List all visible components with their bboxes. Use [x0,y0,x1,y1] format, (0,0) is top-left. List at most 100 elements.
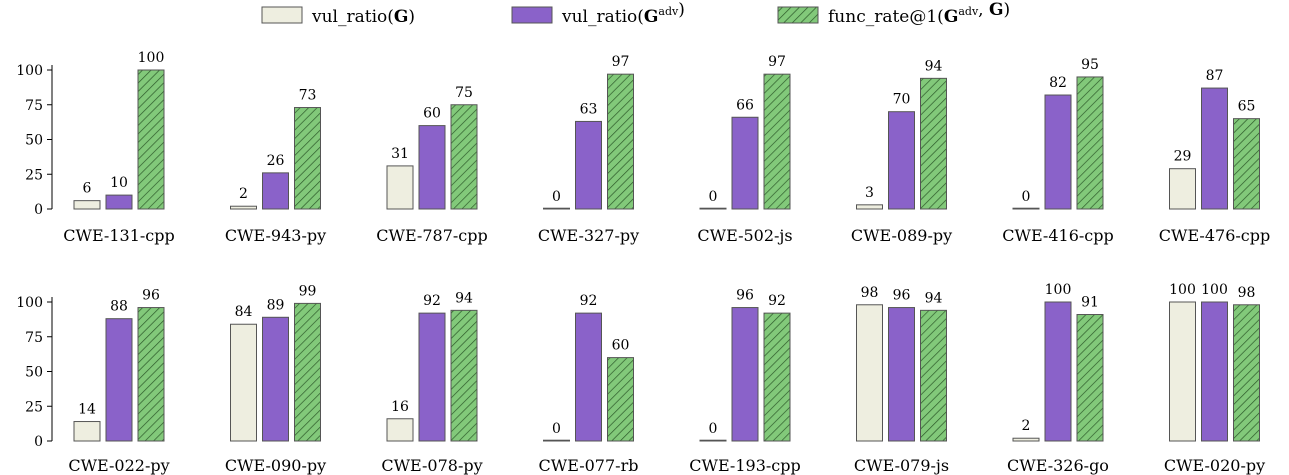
bar-group-CWE-079-js: 98 96 94 CWE-079-js [854,285,949,475]
category-label: CWE-502-js [697,226,792,245]
category-label: CWE-787-cpp [376,226,487,245]
category-label: CWE-131-cpp [63,226,174,245]
bar-vul [387,419,413,441]
bar-vul_adv [106,195,132,209]
data-label-vul_adv: 96 [736,288,754,304]
y-tick-label: 25 [25,167,43,183]
bar-func [295,108,321,209]
bar-func [1077,77,1103,209]
bar-func [1234,119,1260,209]
bar-vul [231,324,257,441]
data-label-vul_adv: 87 [1206,68,1224,84]
data-label-vul: 98 [861,285,879,301]
data-label-vul_adv: 100 [1201,282,1228,298]
y-tick-label: 25 [25,399,43,415]
bar-vul [1170,169,1196,209]
bar-vul [1013,438,1039,441]
bar-group-CWE-131-cpp: 6 10 100 CWE-131-cpp [63,50,174,245]
bar-vul_adv [1202,88,1228,209]
bar-func [1077,315,1103,441]
bar-vul [544,440,570,441]
data-label-vul: 2 [239,186,248,202]
category-label: CWE-077-rb [539,456,639,475]
bar-func [764,313,790,441]
bar-func [138,70,164,209]
bar-group-CWE-787-cpp: 31 60 75 CWE-787-cpp [376,85,487,245]
legend: vul_ratio(G) vul_ratio(Gadv) func_rate@1(G… [262,0,1010,27]
legend-label-func: func_rate@1(Gadv, G) [828,0,1010,27]
data-label-vul: 31 [391,146,409,162]
data-label-vul_adv: 92 [423,293,441,309]
bar-group-CWE-022-py: 14 88 96 CWE-022-py [68,288,169,475]
data-label-func: 100 [138,50,165,66]
data-label-vul: 84 [235,304,253,320]
data-label-func: 97 [612,54,630,70]
data-label-func: 99 [299,283,317,299]
data-label-vul_adv: 82 [1049,75,1067,91]
chart-panel-1: 0 25 50 75 100 6 10 100 CWE-131-cpp 2 26 73 CWE-943-… [16,50,1270,245]
category-label: CWE-090-py [225,456,326,475]
data-label-vul: 16 [391,399,409,415]
bar-func [764,74,790,209]
data-label-func: 73 [299,88,317,104]
data-label-vul: 100 [1169,282,1196,298]
data-label-vul: 3 [865,185,874,201]
data-label-func: 96 [142,288,160,304]
bar-vul_adv [419,126,445,209]
bar-vul [1170,302,1196,441]
bar-group-CWE-943-py: 2 26 73 CWE-943-py [225,88,326,245]
bar-vul_adv [889,308,915,441]
category-label: CWE-079-js [854,456,949,475]
bar-group-CWE-090-py: 84 89 99 CWE-090-py [225,283,326,475]
bar-vul_adv [419,313,445,441]
bar-func [921,78,947,209]
bar-vul [387,166,413,209]
bar-vul_adv [1045,302,1071,441]
legend-label-vul_adv: vul_ratio(Gadv) [561,0,685,27]
bar-func [451,310,477,441]
bar-vul [544,208,570,209]
category-label: CWE-476-cpp [1159,226,1270,245]
y-tick-label: 50 [25,365,43,381]
chart-panels: 0 25 50 75 100 6 10 100 CWE-131-cpp 2 26 73 CWE-943-… [16,50,1270,475]
data-label-func: 98 [1238,285,1256,301]
data-label-vul: 29 [1174,149,1192,165]
data-label-func: 75 [455,85,473,101]
bar-vul [857,205,883,209]
legend-swatch-vul_adv [512,7,552,23]
bar-vul [857,305,883,441]
bar-func [608,358,634,441]
bar-func [921,310,947,441]
bar-vul [700,208,726,209]
bar-func [295,303,321,441]
category-label: CWE-943-py [225,226,326,245]
data-label-vul: 0 [709,421,718,437]
data-label-vul_adv: 92 [580,293,598,309]
bar-vul_adv [732,117,758,209]
data-label-func: 65 [1238,99,1256,115]
chart-panel-2: 0 25 50 75 100 14 88 96 CWE-022-py 84 89 99 CWE-090-… [16,282,1265,475]
bar-vul_adv [106,319,132,441]
data-label-vul: 0 [1022,189,1031,205]
bar-vul_adv [1202,302,1228,441]
data-label-vul_adv: 60 [423,106,441,122]
y-tick-label: 0 [34,434,43,450]
bar-vul_adv [263,173,289,209]
y-tick-label: 75 [25,330,43,346]
legend-label-vul: vul_ratio(G) [311,7,415,27]
category-label: CWE-022-py [68,456,169,475]
legend-swatch-vul [262,7,302,23]
bar-group-CWE-476-cpp: 29 87 65 CWE-476-cpp [1159,68,1270,245]
data-label-vul: 0 [552,189,561,205]
data-label-vul: 0 [552,421,561,437]
bar-vul [700,440,726,441]
bar-group-CWE-326-go: 2 100 91 CWE-326-go [1007,282,1109,475]
legend-item-vul_adv: vul_ratio(Gadv) [512,0,685,27]
data-label-func: 95 [1081,57,1099,73]
legend-item-vul: vul_ratio(G) [262,7,415,27]
data-label-vul: 2 [1022,418,1031,434]
y-tick-label: 100 [16,295,43,311]
bar-vul_adv [576,121,602,209]
bar-vul [231,206,257,209]
